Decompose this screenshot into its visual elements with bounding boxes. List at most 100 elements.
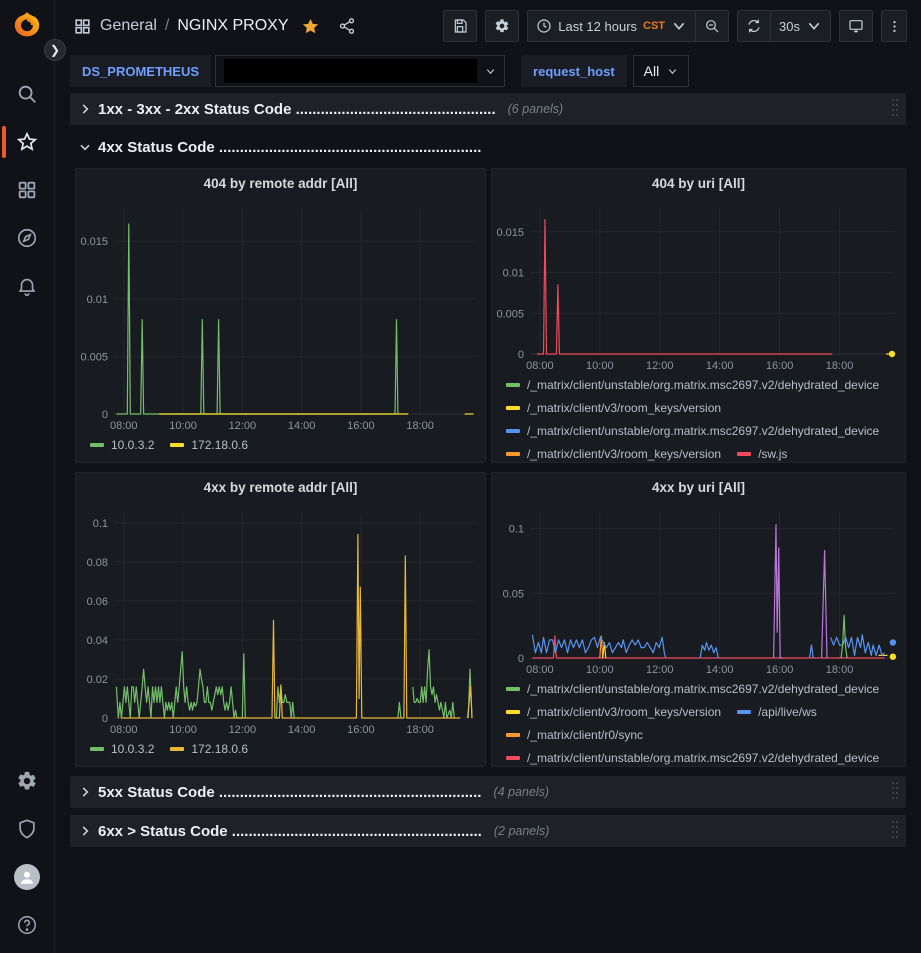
panel-legend: /_matrix/client/unstable/org.matrix.msc2… xyxy=(492,374,905,462)
sidebar-expand-button[interactable]: ❯ xyxy=(44,39,66,61)
search-icon xyxy=(16,83,38,105)
sidebar-item-dashboards[interactable] xyxy=(0,166,55,214)
legend-item[interactable]: /sw.js xyxy=(737,445,787,462)
sidebar-item-configuration[interactable] xyxy=(0,757,55,805)
tv-mode-button[interactable] xyxy=(839,10,873,42)
legend-item[interactable]: /api/live/ws xyxy=(737,703,817,721)
row-drag-handle[interactable] xyxy=(892,782,900,802)
svg-text:08:00: 08:00 xyxy=(110,724,138,736)
row-5xx[interactable]: 5xx Status Code ........................… xyxy=(70,776,906,808)
chart-svg[interactable]: 08:0010:0012:0014:0016:0018:0000.050.1 xyxy=(492,501,905,678)
avatar xyxy=(14,864,40,890)
legend-item[interactable]: /_matrix/client/v3/room_keys/version xyxy=(506,445,721,462)
row-drag-handle[interactable] xyxy=(892,99,900,119)
more-options-button[interactable] xyxy=(881,10,907,42)
page-title[interactable]: NGINX PROXY xyxy=(177,17,288,35)
svg-text:16:00: 16:00 xyxy=(347,420,375,432)
panel-title[interactable]: 4xx by uri [All] xyxy=(492,473,905,501)
compass-icon xyxy=(16,227,38,249)
chart-svg[interactable]: 08:0010:0012:0014:0016:0018:0000.0050.01… xyxy=(76,197,485,434)
sidebar-item-alerting[interactable] xyxy=(0,262,55,310)
legend-swatch xyxy=(506,710,520,714)
chevron-down-icon xyxy=(485,66,496,77)
variables-bar: DS_PROMETHEUS request_host All xyxy=(55,52,921,90)
svg-text:0.01: 0.01 xyxy=(87,294,108,306)
variable-value-request-host[interactable]: All xyxy=(633,55,690,87)
zoom-out-button[interactable] xyxy=(696,10,729,42)
svg-text:18:00: 18:00 xyxy=(406,724,434,736)
svg-text:12:00: 12:00 xyxy=(646,360,674,372)
svg-text:0.005: 0.005 xyxy=(496,308,524,320)
legend-item[interactable]: 10.0.3.2 xyxy=(90,740,154,758)
legend-item[interactable]: 172.18.0.6 xyxy=(170,436,248,454)
svg-text:0: 0 xyxy=(102,409,108,421)
svg-text:08:00: 08:00 xyxy=(526,360,554,372)
variable-label-request-host[interactable]: request_host xyxy=(521,55,627,87)
share-icon[interactable] xyxy=(338,17,356,35)
sidebar-item-server-admin[interactable] xyxy=(0,805,55,853)
svg-text:0.01: 0.01 xyxy=(503,268,524,280)
variable-label-ds-prometheus[interactable]: DS_PROMETHEUS xyxy=(70,55,211,87)
svg-text:0.05: 0.05 xyxy=(503,588,524,600)
legend-item[interactable]: 10.0.3.2 xyxy=(90,436,154,454)
panel-404-by-uri: 404 by uri [All] 08:0010:0012:0014:0016:… xyxy=(491,168,906,463)
row-1xx-3xx-2xx[interactable]: 1xx - 3xx - 2xx Status Code ............… xyxy=(70,93,906,125)
svg-text:0.08: 0.08 xyxy=(87,557,108,569)
svg-text:0.015: 0.015 xyxy=(496,227,524,239)
legend-swatch xyxy=(506,452,520,456)
sidebar-item-starred[interactable] xyxy=(0,118,55,166)
dashboard-settings-button[interactable] xyxy=(485,10,519,42)
legend-item[interactable]: /_matrix/client/unstable/org.matrix.msc2… xyxy=(506,749,879,766)
save-dashboard-button[interactable] xyxy=(443,10,477,42)
chevron-right-icon xyxy=(78,785,92,799)
row-title: 4xx Status Code ........................… xyxy=(98,139,481,156)
legend-swatch xyxy=(506,687,520,691)
row-6xx[interactable]: 6xx > Status Code ......................… xyxy=(70,815,906,847)
legend-item[interactable]: /_matrix/client/v3/room_keys/version xyxy=(506,703,721,721)
sidebar-item-profile[interactable] xyxy=(0,853,55,901)
legend-item[interactable]: /_matrix/client/r0/sync xyxy=(506,726,643,744)
grafana-logo[interactable] xyxy=(10,10,44,44)
svg-text:14:00: 14:00 xyxy=(288,724,316,736)
legend-item[interactable]: /_matrix/client/unstable/org.matrix.msc2… xyxy=(506,422,879,440)
panel-title[interactable]: 4xx by remote addr [All] xyxy=(76,473,485,501)
refresh-interval-picker[interactable]: 30s xyxy=(771,10,831,42)
row-4xx[interactable]: 4xx Status Code ........................… xyxy=(70,132,906,162)
sidebar-item-explore[interactable] xyxy=(0,214,55,262)
svg-text:10:00: 10:00 xyxy=(169,420,197,432)
legend-item[interactable]: /_matrix/client/unstable/org.matrix.msc2… xyxy=(506,680,879,698)
chart-svg[interactable]: 08:0010:0012:0014:0016:0018:0000.0050.01… xyxy=(492,197,905,374)
svg-text:10:00: 10:00 xyxy=(586,664,614,676)
refresh-button[interactable] xyxy=(737,10,771,42)
variable-value-ds-prometheus[interactable] xyxy=(215,55,505,87)
legend-label: 172.18.0.6 xyxy=(191,436,248,454)
legend-item[interactable]: /_matrix/client/v3/room_keys/version xyxy=(506,399,721,417)
chart-svg[interactable]: 08:0010:0012:0014:0016:0018:0000.020.040… xyxy=(76,501,485,738)
legend-label: /_matrix/client/unstable/org.matrix.msc2… xyxy=(527,422,879,440)
sidebar-item-help[interactable] xyxy=(0,901,55,949)
favorite-star-icon[interactable] xyxy=(301,17,320,36)
legend-label: /_matrix/client/unstable/org.matrix.msc2… xyxy=(527,749,879,766)
panel-title[interactable]: 404 by uri [All] xyxy=(492,169,905,197)
sidebar-item-search[interactable] xyxy=(0,70,55,118)
gear-icon xyxy=(494,18,510,34)
svg-text:16:00: 16:00 xyxy=(766,664,794,676)
row-title: 6xx > Status Code ......................… xyxy=(98,823,482,840)
legend-label: /sw.js xyxy=(758,445,787,462)
row-drag-handle[interactable] xyxy=(892,821,900,841)
legend-item[interactable]: 172.18.0.6 xyxy=(170,740,248,758)
panel-title[interactable]: 404 by remote addr [All] xyxy=(76,169,485,197)
refresh-interval-label: 30s xyxy=(779,19,800,34)
time-range-picker[interactable]: Last 12 hours CST xyxy=(527,10,696,42)
legend-item[interactable]: /_matrix/client/unstable/org.matrix.msc2… xyxy=(506,376,879,394)
gear-icon xyxy=(16,770,38,792)
svg-text:0.015: 0.015 xyxy=(80,236,108,248)
breadcrumb-folder[interactable]: General xyxy=(100,17,157,35)
svg-text:18:00: 18:00 xyxy=(406,420,434,432)
svg-text:0: 0 xyxy=(102,713,108,725)
svg-text:14:00: 14:00 xyxy=(706,360,734,372)
svg-text:0.1: 0.1 xyxy=(93,518,108,530)
panel-404-by-remote-addr: 404 by remote addr [All] 08:0010:0012:00… xyxy=(75,168,486,463)
legend-swatch xyxy=(170,443,184,447)
svg-text:0.04: 0.04 xyxy=(87,635,108,647)
